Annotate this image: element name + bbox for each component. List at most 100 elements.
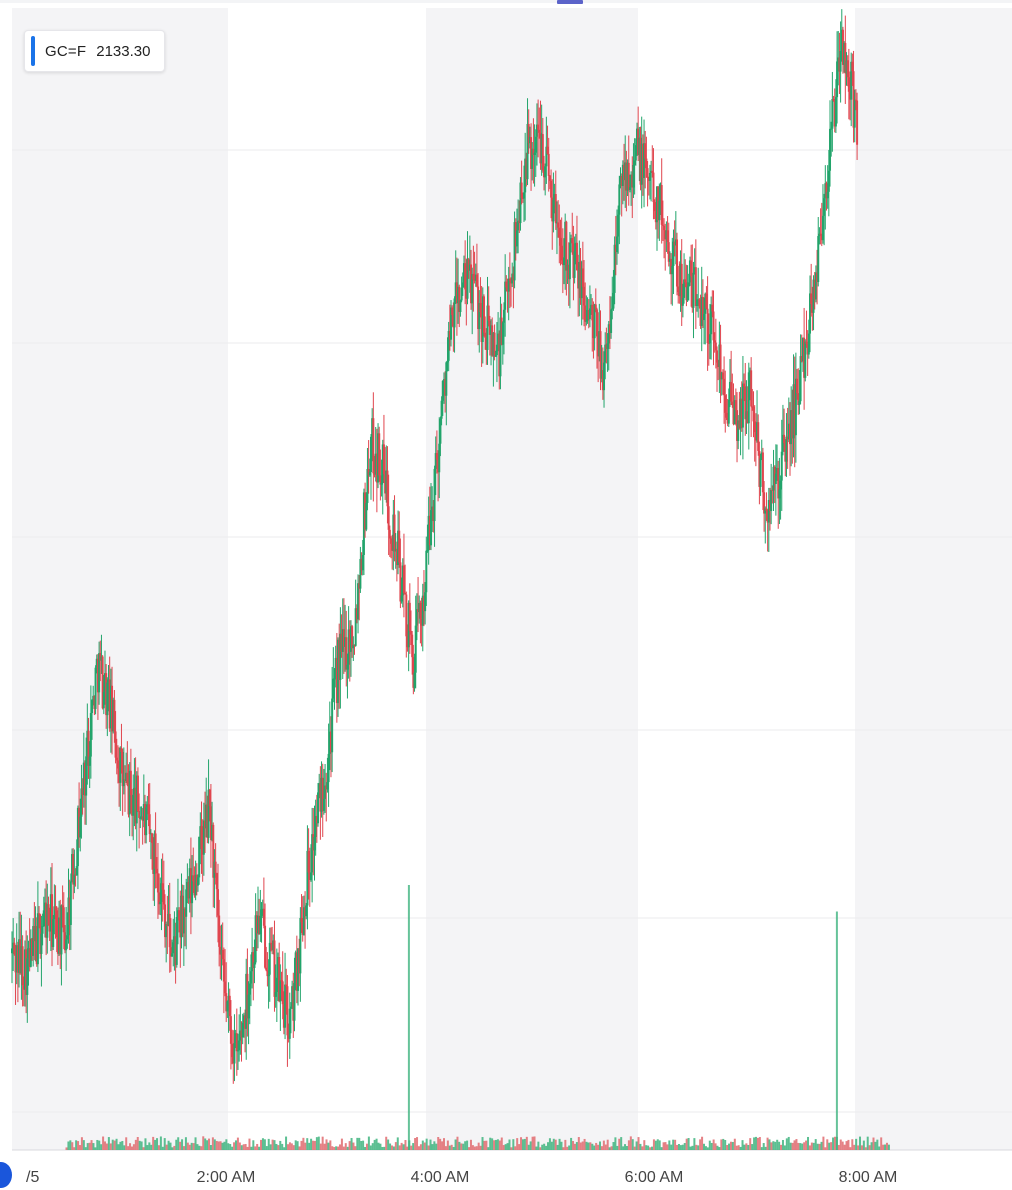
candle-body xyxy=(426,550,429,552)
candle-body xyxy=(43,902,46,911)
candle-body xyxy=(92,695,95,701)
volume-bar xyxy=(701,1136,704,1150)
volume-bar xyxy=(570,1137,573,1150)
volume-bar xyxy=(674,1139,677,1150)
candle-body xyxy=(32,926,35,956)
candle-body xyxy=(768,499,771,512)
candle-body xyxy=(311,834,314,873)
candle-body xyxy=(797,393,800,405)
candle-body xyxy=(664,230,667,240)
candle-body xyxy=(371,418,374,437)
candle-body xyxy=(575,242,578,271)
candle-body xyxy=(603,362,606,391)
volume-bar xyxy=(847,1139,850,1150)
volume-bar xyxy=(795,1139,798,1150)
candle-body xyxy=(571,238,574,244)
scroll-handle-icon[interactable] xyxy=(0,1162,12,1188)
candle-body xyxy=(451,307,454,316)
candle-body xyxy=(541,134,544,171)
volume-bar xyxy=(862,1140,865,1150)
candle-body xyxy=(623,164,626,181)
candle-body xyxy=(265,967,268,971)
candle-body xyxy=(312,834,315,851)
volume-bar xyxy=(670,1144,673,1150)
volume-bar xyxy=(119,1141,122,1150)
volume-bar xyxy=(658,1140,661,1150)
volume-bar xyxy=(477,1142,480,1150)
volume-bar xyxy=(870,1142,873,1150)
candle-body xyxy=(805,341,808,344)
candle-body xyxy=(825,183,828,199)
candle-body xyxy=(467,259,470,271)
volume-bar xyxy=(148,1142,151,1150)
candle-body xyxy=(377,433,380,483)
volume-bar xyxy=(144,1138,147,1150)
volume-bar xyxy=(340,1138,343,1150)
volume-bar xyxy=(236,1137,239,1150)
candle-body xyxy=(472,273,475,280)
candle-body xyxy=(770,489,773,512)
candle-body xyxy=(543,170,546,178)
candle-body xyxy=(79,816,82,838)
volume-bar xyxy=(545,1145,548,1150)
candle-body xyxy=(847,77,850,92)
volume-bar xyxy=(799,1143,802,1150)
volume-bar xyxy=(288,1142,291,1150)
candle-body xyxy=(253,962,256,968)
candle-body xyxy=(711,304,714,312)
candle-body xyxy=(178,910,181,921)
candle-body xyxy=(94,667,97,709)
volume-bar xyxy=(312,1140,315,1150)
candle-body xyxy=(799,356,802,402)
volume-bar xyxy=(801,1143,804,1150)
candle-body xyxy=(853,99,856,128)
volume-bar xyxy=(150,1144,153,1150)
candle-body xyxy=(784,443,787,462)
candle-body xyxy=(378,433,381,476)
candle-body xyxy=(35,926,38,965)
volume-bar xyxy=(209,1145,212,1150)
volume-bar xyxy=(96,1139,99,1150)
volume-bar xyxy=(778,1141,781,1150)
candle-body xyxy=(425,550,428,593)
candle-body xyxy=(613,244,616,293)
volume-bar xyxy=(537,1141,540,1150)
candle-body xyxy=(74,874,77,876)
candle-body xyxy=(325,785,328,790)
candle-body xyxy=(133,787,136,795)
candle-body xyxy=(487,305,490,321)
candle-body xyxy=(747,372,750,424)
volume-bar xyxy=(803,1142,806,1150)
candle-body xyxy=(590,304,593,309)
candle-body xyxy=(809,293,812,334)
candle-body xyxy=(313,836,316,851)
candle-body xyxy=(182,908,185,934)
volume-bar xyxy=(573,1143,576,1150)
volume-bar xyxy=(71,1142,74,1150)
volume-bar xyxy=(679,1145,682,1150)
candle-body xyxy=(557,222,560,228)
volume-bar xyxy=(130,1146,133,1150)
volume-bar xyxy=(398,1145,401,1150)
candle-body xyxy=(796,378,799,394)
candle-body xyxy=(531,148,534,169)
candle-body xyxy=(422,595,425,612)
candle-body xyxy=(567,264,570,280)
volume-bar xyxy=(310,1138,313,1150)
volume-bar xyxy=(458,1141,461,1150)
candle-body xyxy=(588,308,591,320)
volume-bar xyxy=(774,1141,777,1150)
candle-body xyxy=(147,804,150,815)
volume-bar xyxy=(704,1146,707,1150)
active-range-tab-indicator[interactable] xyxy=(557,0,583,4)
candle-body xyxy=(493,332,496,357)
volume-bar xyxy=(219,1141,222,1150)
volume-bar xyxy=(396,1137,399,1150)
ticker-badge[interactable]: GC=F 2133.30 xyxy=(24,30,166,72)
volume-bar xyxy=(348,1141,351,1150)
candle-body xyxy=(259,915,262,935)
candle-body xyxy=(404,592,407,595)
candle-body xyxy=(353,644,356,646)
volume-bar xyxy=(121,1140,124,1150)
